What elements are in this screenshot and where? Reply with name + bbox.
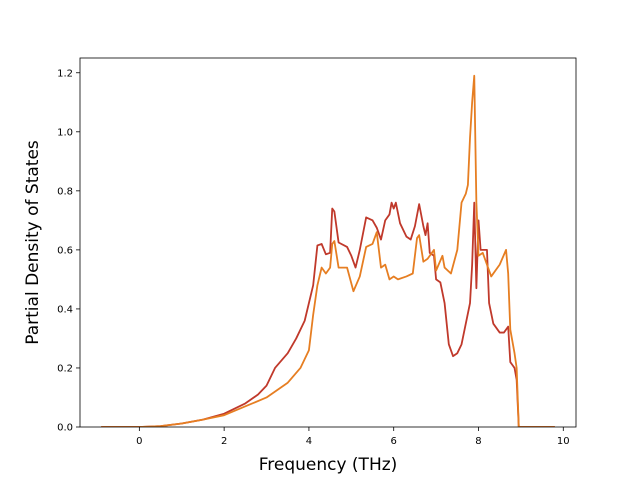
y-tick-label: 1.2	[57, 68, 73, 79]
x-axis-ticks: 0 2 4 6 8 10	[136, 427, 570, 447]
y-tick-label: 0.8	[57, 186, 73, 197]
plot-area	[101, 74, 555, 427]
y-tick-label: 0.4	[57, 304, 73, 315]
x-tick-label: 10	[557, 436, 570, 447]
y-axis-ticks: 0.0 0.2 0.4 0.6 0.8 1.0 1.2	[57, 68, 80, 434]
y-tick-label: 1.0	[57, 127, 73, 138]
axes-frame	[79, 57, 577, 428]
y-tick-label: 0.2	[57, 363, 73, 374]
y-axis-label: Partial Density of States	[23, 140, 43, 345]
x-tick-label: 4	[306, 436, 312, 447]
y-tick-label: 0.6	[57, 245, 73, 256]
y-tick-label: 0.0	[57, 423, 73, 434]
series-line-2	[101, 74, 555, 427]
x-tick-label: 8	[475, 436, 481, 447]
x-tick-label: 0	[136, 436, 142, 447]
series-line-1	[101, 201, 555, 427]
x-axis-label: Frequency (THz)	[259, 455, 398, 475]
x-tick-label: 6	[391, 436, 397, 447]
x-tick-label: 2	[221, 436, 227, 447]
